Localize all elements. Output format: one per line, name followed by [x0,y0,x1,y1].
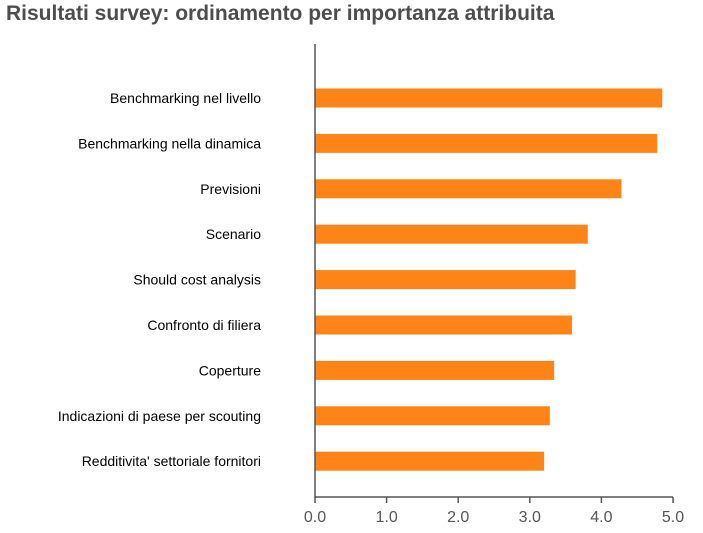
bars-group [315,88,663,471]
category-label-previsioni: Previsioni [200,181,261,197]
bar-should-cost-analysis [315,270,576,290]
bar-redditivita-settoriale-fornitori [315,451,545,471]
category-label-should-cost-analysis: Should cost analysis [133,272,261,288]
x-tick-label: 5.0 [662,509,684,526]
category-label-scenario: Scenario [206,226,261,242]
bar-indicazioni-di-paese-per-scouting [315,406,550,426]
chart-title: Risultati survey: ordinamento per import… [6,2,555,25]
bar-confronto-di-filiera [315,315,573,335]
bar-coperture [315,360,555,380]
x-tick-label: 4.0 [590,509,612,526]
category-label-benchmarking-nella-dinamica: Benchmarking nella dinamica [78,135,261,151]
x-tick-label: 2.0 [447,509,469,526]
bar-previsioni [315,179,622,199]
x-tick-label: 3.0 [519,509,541,526]
x-tick-label: 1.0 [375,509,397,526]
category-label-redditivita-settoriale-fornitori: Redditivita' settoriale fornitori [82,453,261,469]
category-label-confronto-di-filiera: Confronto di filiera [147,317,261,333]
bar-benchmarking-nel-livello [315,88,663,108]
x-axis-ticks: 0.0 1.0 2.0 3.0 4.0 5.0 [304,497,684,526]
category-label-coperture: Coperture [199,362,261,378]
x-tick-label: 0.0 [304,509,326,526]
category-labels: Benchmarking nel livello Benchmarking nel… [58,90,261,469]
category-label-benchmarking-nel-livello: Benchmarking nel livello [110,90,261,106]
bar-scenario [315,224,588,244]
bar-benchmarking-nella-dinamica [315,133,658,153]
category-label-indicazioni-di-paese-per-scouting: Indicazioni di paese per scouting [58,408,261,424]
